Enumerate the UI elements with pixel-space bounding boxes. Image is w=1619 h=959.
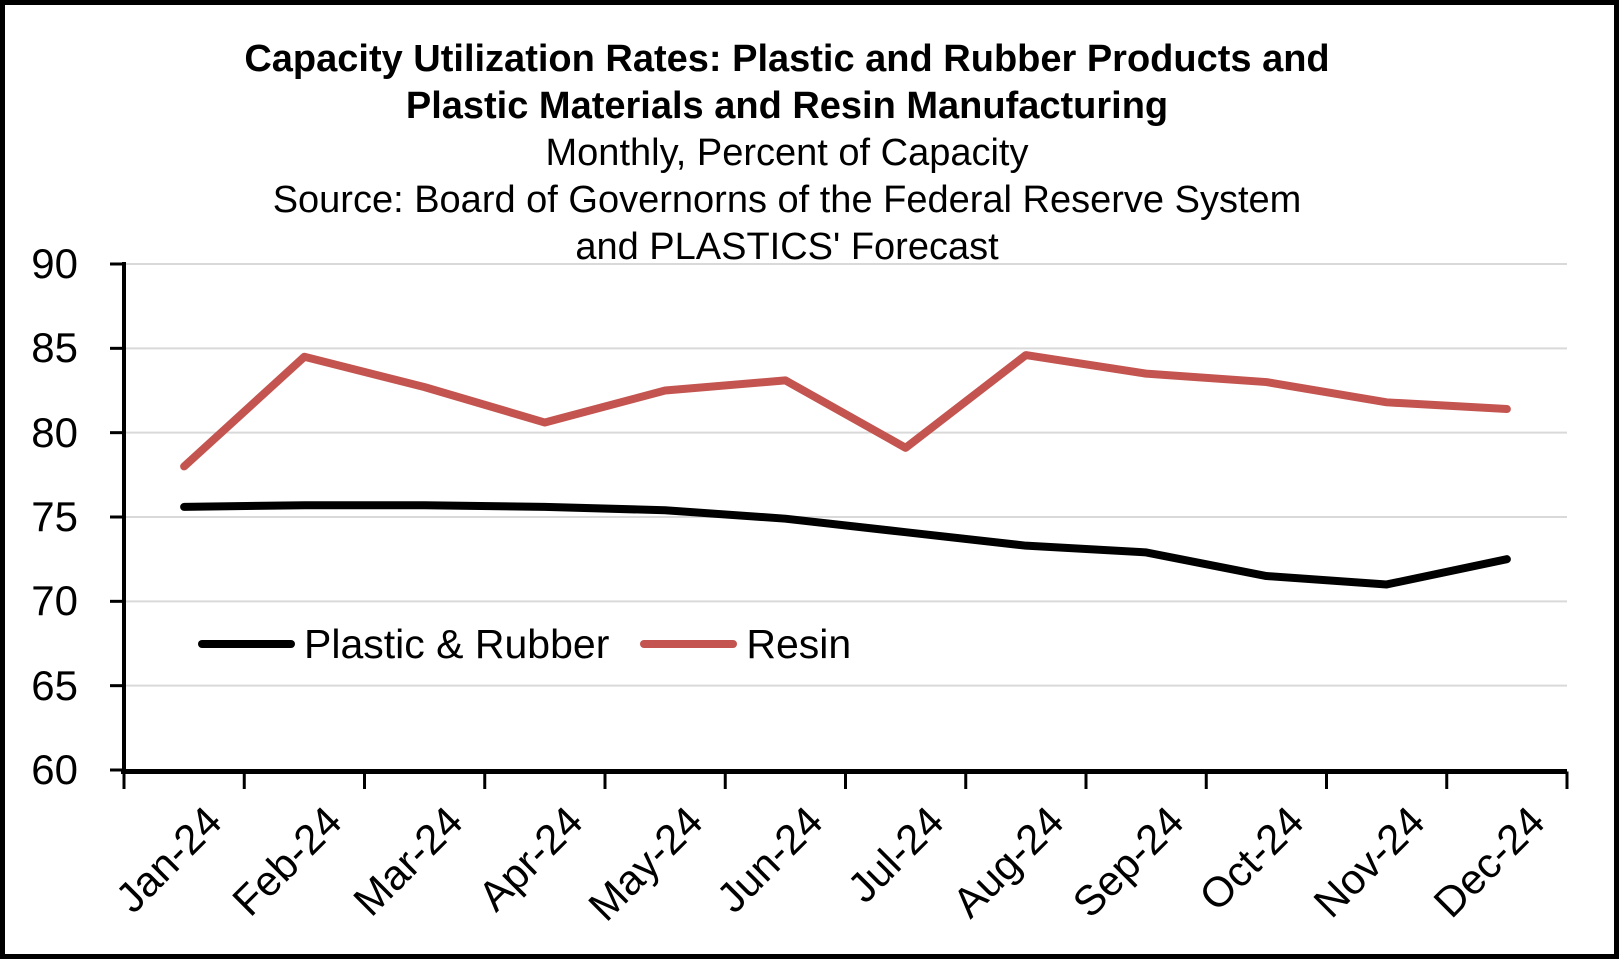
y-axis-label: 80 (31, 408, 78, 456)
series-line-resin (180, 351, 1511, 471)
y-axis-label: 60 (31, 746, 78, 793)
chart-title-line-2: Plastic Materials and Resin Manufacturin… (405, 85, 1169, 127)
y-axis-label: 85 (31, 324, 78, 372)
chart-title-block: Capacity Utilization Rates: Plastic and … (0, 36, 1574, 271)
y-axis-label: 70 (31, 577, 78, 625)
chart-title-line-1: Capacity Utilization Rates: Plastic and … (244, 38, 1330, 80)
series-line-plastic-rubber (180, 501, 1511, 589)
legend-swatch-plastic-rubber (198, 640, 295, 648)
y-axis-label: 75 (31, 493, 78, 540)
y-axis-label: 65 (31, 661, 78, 709)
legend-swatch-resin (640, 640, 738, 648)
y-axis-label: 90 (31, 240, 78, 287)
chart-subtitle: Monthly, Percent of Capacity (545, 132, 1029, 174)
chart-source-line-1: Source: Board of Governorns of the Feder… (272, 179, 1302, 221)
chart-source-line-2: and PLASTICS' Forecast (575, 226, 999, 268)
legend: Plastic & Rubber Resin (198, 619, 851, 669)
legend-label-plastic-rubber: Plastic & Rubber (304, 621, 610, 667)
legend-label-resin: Resin (746, 621, 852, 667)
